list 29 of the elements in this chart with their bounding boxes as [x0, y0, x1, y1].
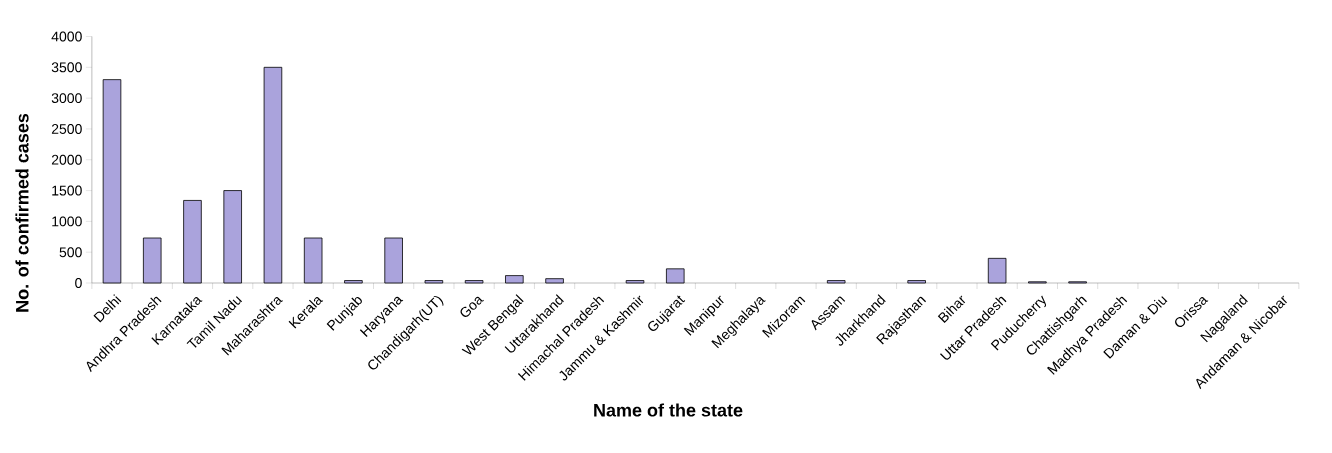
- y-axis-title: No. of confirmed cases: [15, 113, 29, 312]
- bar: [464, 280, 484, 284]
- x-tick-label: Goa: [460, 296, 484, 317]
- y-tick-label: 3500: [51, 62, 82, 73]
- bar: [424, 280, 444, 284]
- bar: [826, 280, 846, 284]
- bar: [344, 280, 363, 284]
- bar: [142, 237, 162, 284]
- bar: [303, 237, 323, 284]
- y-tick-label: 1000: [52, 216, 82, 227]
- bar: [263, 66, 283, 284]
- bar: [666, 268, 685, 284]
- y-tick-label: 500: [59, 247, 82, 258]
- y-tick-label: 2000: [51, 154, 82, 165]
- bar: [505, 275, 524, 284]
- bar: [625, 280, 645, 284]
- bar: [183, 200, 202, 284]
- bar: [102, 79, 122, 284]
- bar: [907, 280, 926, 284]
- bar: [384, 237, 403, 284]
- bar: [223, 190, 242, 284]
- y-tick-label: 4000: [51, 31, 82, 42]
- y-tick-label: 2500: [51, 123, 82, 134]
- y-tick-label: 3000: [51, 93, 82, 104]
- y-tick-label: 1500: [52, 185, 82, 196]
- x-axis-title: Name of the state: [594, 403, 743, 417]
- bar: [987, 257, 1007, 284]
- y-tick-label: 0: [75, 278, 82, 288]
- bar: [545, 278, 564, 284]
